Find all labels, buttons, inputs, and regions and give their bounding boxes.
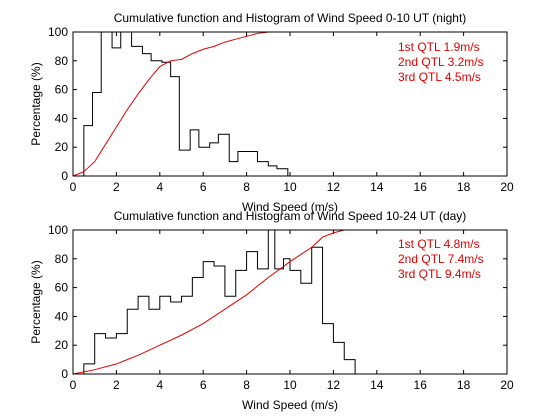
qtl-annotation: 2nd QTL 7.4m/s (398, 252, 484, 266)
x-tick-label: 8 (243, 378, 250, 392)
chart-day: Cumulative function and Histogram of Win… (29, 209, 514, 412)
histogram (73, 229, 356, 375)
x-tick-label: 4 (156, 180, 163, 194)
plot-frame (72, 31, 508, 177)
chart-night: Cumulative function and Histogram of Win… (29, 11, 514, 214)
qtl-annotation: 2nd QTL 3.2m/s (398, 55, 484, 69)
y-tick-label: 80 (55, 252, 69, 266)
y-tick-label: 100 (48, 223, 68, 237)
x-tick-label: 14 (370, 180, 384, 194)
histogram-outline (73, 31, 297, 177)
ticks: 0 2 4 6 8 10 12 14 16 18 20 0 20 40 60 80 100 (48, 25, 514, 194)
histogram-outline (73, 229, 356, 375)
x-tick-label: 6 (200, 180, 207, 194)
x-axis-label: Wind Speed (m/s) (242, 398, 338, 412)
chart-title: Cumulative function and Histogram of Win… (114, 209, 467, 223)
y-tick-label: 100 (48, 25, 68, 39)
x-tick-label: 4 (156, 378, 163, 392)
x-tick-label: 18 (457, 378, 471, 392)
x-tick-label: 10 (283, 378, 297, 392)
x-tick-label: 2 (113, 378, 120, 392)
histogram (73, 31, 297, 177)
qtl-annotation: 3rd QTL 9.4m/s (398, 267, 481, 281)
ticks: 0 2 4 6 8 10 12 14 16 18 20 0 20 40 60 80 100 (48, 223, 514, 392)
x-tick-label: 6 (200, 378, 207, 392)
x-tick-label: 16 (414, 180, 428, 194)
x-tick-label: 0 (70, 180, 77, 194)
cumulative-curve (72, 31, 507, 177)
y-tick-label: 40 (55, 309, 69, 323)
y-tick-label: 0 (61, 169, 68, 183)
x-tick-label: 8 (243, 180, 250, 194)
cumulative-line (72, 229, 507, 375)
x-axis-label: Wind Speed (m/s) (242, 200, 338, 214)
x-tick-label: 20 (500, 378, 514, 392)
y-tick-label: 20 (55, 338, 69, 352)
x-tick-label: 14 (370, 378, 384, 392)
x-tick-label: 10 (283, 180, 297, 194)
x-tick-label: 12 (327, 180, 341, 194)
y-tick-label: 80 (55, 54, 69, 68)
y-tick-label: 40 (55, 111, 69, 125)
x-tick-label: 0 (70, 378, 77, 392)
y-axis-label: Percentage (%) (29, 260, 43, 343)
y-tick-label: 60 (55, 83, 69, 97)
x-tick-label: 16 (414, 378, 428, 392)
y-tick-label: 0 (61, 367, 68, 381)
x-tick-label: 2 (113, 180, 120, 194)
cumulative-curve (72, 229, 507, 375)
x-tick-label: 18 (457, 180, 471, 194)
y-tick-label: 60 (55, 281, 69, 295)
x-tick-label: 20 (500, 180, 514, 194)
qtl-annotation: 1st QTL 4.8m/s (398, 237, 480, 251)
y-axis-label: Percentage (%) (29, 62, 43, 145)
qtl-annotation: 1st QTL 1.9m/s (398, 40, 480, 54)
cumulative-line (72, 31, 507, 177)
x-tick-label: 12 (327, 378, 341, 392)
y-tick-label: 20 (55, 140, 69, 154)
qtl-annotation: 3rd QTL 4.5m/s (398, 70, 481, 84)
chart-title: Cumulative function and Histogram of Win… (114, 11, 467, 25)
plot-frame (72, 229, 508, 375)
